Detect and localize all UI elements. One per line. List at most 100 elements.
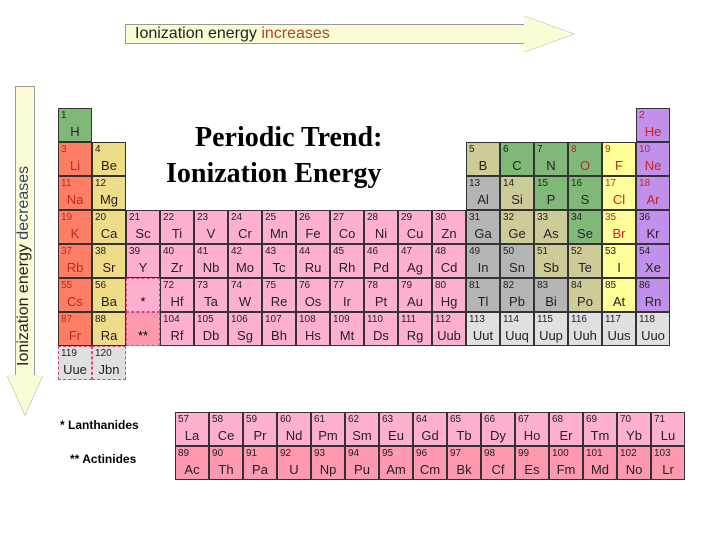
element-cell-Dy: 66Dy (481, 412, 515, 446)
element-cell-Md: 101Md (583, 446, 617, 480)
element-cell-Uup: 115Uup (534, 312, 568, 346)
period-5: 37Rb38Sr39Y40Zr41Nb42Mo43Tc44Ru45Rh46Pd4… (58, 244, 670, 278)
element-cell-Uue: 119Uue (58, 346, 92, 380)
element-cell-Sb: 51Sb (534, 244, 568, 278)
element-cell-Ce: 58Ce (209, 412, 243, 446)
element-cell-I: 53I (602, 244, 636, 278)
element-cell-Co: 27Co (330, 210, 364, 244)
actinides-row: 89Ac90Th91Pa92U93Np94Pu95Am96Cm97Bk98Cf9… (175, 446, 685, 480)
element-cell-Pb: 82Pb (500, 278, 534, 312)
element-cell-Tm: 69Tm (583, 412, 617, 446)
element-cell-Tc: 43Tc (262, 244, 296, 278)
element-cell-P: 15P (534, 176, 568, 210)
element-cell-Au: 79Au (398, 278, 432, 312)
lan-act-placeholder: ** (126, 312, 160, 346)
element-cell-Ca: 20Ca (92, 210, 126, 244)
element-cell-W: 74W (228, 278, 262, 312)
arrow-left-suffix: decreases (15, 166, 32, 240)
arrow-top-label: Ionization energy increases (135, 25, 330, 43)
empty-cell (126, 142, 160, 176)
element-cell-Hs: 108Hs (296, 312, 330, 346)
element-cell-Si: 14Si (500, 176, 534, 210)
element-cell-Jbn: 120Jbn (92, 346, 126, 380)
element-cell-Uuo: 118Uuo (636, 312, 670, 346)
element-cell-Xe: 54Xe (636, 244, 670, 278)
element-cell-Np: 93Np (311, 446, 345, 480)
element-cell-Rn: 86Rn (636, 278, 670, 312)
element-cell-Bi: 83Bi (534, 278, 568, 312)
element-cell-Hf: 72Hf (160, 278, 194, 312)
arrow-ionization-decreases: Ionization energy decreases (5, 86, 45, 416)
empty-cell (398, 142, 432, 176)
element-cell-Pd: 46Pd (364, 244, 398, 278)
empty-cell (466, 108, 500, 142)
element-cell-Es: 99Es (515, 446, 549, 480)
element-cell-Os: 76Os (296, 278, 330, 312)
element-cell-Mn: 25Mn (262, 210, 296, 244)
element-cell-Ra: 88Ra (92, 312, 126, 346)
element-cell-Am: 95Am (379, 446, 413, 480)
empty-cell (126, 176, 160, 210)
element-cell-La: 57La (175, 412, 209, 446)
element-cell-Po: 84Po (568, 278, 602, 312)
empty-cell (126, 108, 160, 142)
element-cell-No: 102No (617, 446, 651, 480)
element-cell-F: 9F (602, 142, 636, 176)
element-cell-Ds: 110Ds (364, 312, 398, 346)
element-cell-Na: 11Na (58, 176, 92, 210)
element-cell-Mo: 42Mo (228, 244, 262, 278)
element-cell-Ho: 67Ho (515, 412, 549, 446)
element-cell-Re: 75Re (262, 278, 296, 312)
element-cell-At: 85At (602, 278, 636, 312)
element-cell-Uub: 112Uub (432, 312, 466, 346)
element-cell-Lu: 71Lu (651, 412, 685, 446)
element-cell-Ti: 22Ti (160, 210, 194, 244)
element-cell-U: 92U (277, 446, 311, 480)
element-cell-Cu: 29Cu (398, 210, 432, 244)
element-cell-C: 6C (500, 142, 534, 176)
element-cell-Ar: 18Ar (636, 176, 670, 210)
element-cell-V: 23V (194, 210, 228, 244)
empty-cell (602, 108, 636, 142)
element-cell-Sc: 21Sc (126, 210, 160, 244)
element-cell-Zr: 40Zr (160, 244, 194, 278)
element-cell-Yb: 70Yb (617, 412, 651, 446)
element-cell-Li: 3Li (58, 142, 92, 176)
element-cell-Sr: 38Sr (92, 244, 126, 278)
element-cell-Pr: 59Pr (243, 412, 277, 446)
element-cell-Cm: 96Cm (413, 446, 447, 480)
slide-title-line1: Periodic Trend: (195, 122, 382, 154)
element-cell-H: 1H (58, 108, 92, 142)
element-cell-Nd: 60Nd (277, 412, 311, 446)
element-cell-Kr: 36Kr (636, 210, 670, 244)
element-cell-He: 2He (636, 108, 670, 142)
empty-cell (534, 108, 568, 142)
element-cell-Tl: 81Tl (466, 278, 500, 312)
arrow-ionization-increases: Ionization energy increases (125, 16, 575, 52)
empty-cell (398, 176, 432, 210)
element-cell-Y: 39Y (126, 244, 160, 278)
element-cell-Sn: 50Sn (500, 244, 534, 278)
element-cell-Er: 68Er (549, 412, 583, 446)
element-cell-Ru: 44Ru (296, 244, 330, 278)
empty-cell (160, 108, 194, 142)
element-cell-Fe: 26Fe (296, 210, 330, 244)
element-cell-Sg: 106Sg (228, 312, 262, 346)
period-7: 87Fr88Ra**104Rf105Db106Sg107Bh108Hs109Mt… (58, 312, 670, 346)
arrow-head-down-icon (7, 375, 43, 415)
element-cell-Pu: 94Pu (345, 446, 379, 480)
element-cell-Rg: 111Rg (398, 312, 432, 346)
element-cell-Sm: 62Sm (345, 412, 379, 446)
element-cell-Th: 90Th (209, 446, 243, 480)
element-cell-Mg: 12Mg (92, 176, 126, 210)
element-cell-Zn: 30Zn (432, 210, 466, 244)
element-cell-S: 16S (568, 176, 602, 210)
element-cell-Uus: 117Uus (602, 312, 636, 346)
actinides-label: ** Actinides (70, 452, 136, 466)
element-cell-Ne: 10Ne (636, 142, 670, 176)
arrow-left-prefix: Ionization energy (15, 240, 32, 366)
element-cell-Db: 105Db (194, 312, 228, 346)
element-cell-Ga: 31Ga (466, 210, 500, 244)
element-cell-Bk: 97Bk (447, 446, 481, 480)
arrow-left-label: Ionization energy decreases (15, 166, 33, 366)
